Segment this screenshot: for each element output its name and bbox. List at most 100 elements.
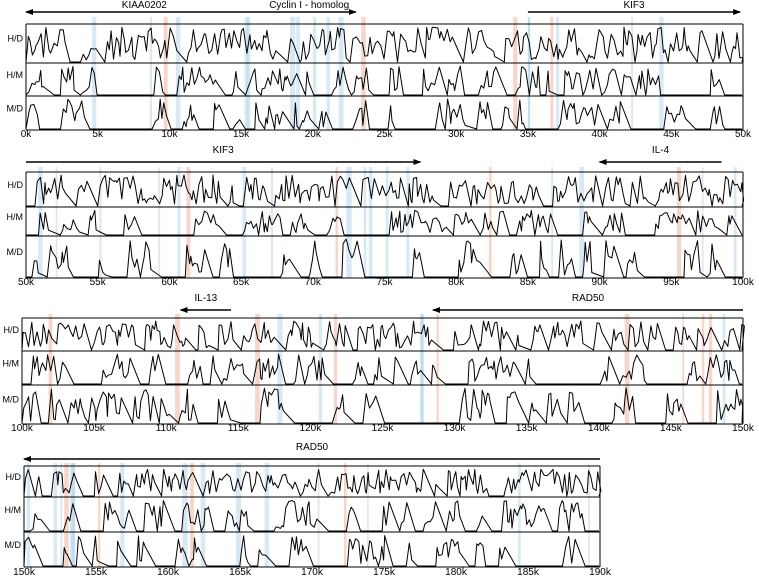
coding-exon-band [182,463,188,567]
row-label-h-d: H/D [6,472,22,482]
coding-exon-band [277,314,283,424]
utr-exon-band [361,17,366,130]
row-label-h-d: H/D [8,34,24,44]
x-tick-label: 5k [92,129,104,140]
exon-shading [38,167,737,278]
gene-label-il-4: IL-4 [652,145,670,156]
coding-exon-band [317,463,320,567]
coding-exon-band [363,167,367,278]
x-tick-label: 10k [161,129,178,140]
x-tick-label: 125k [372,423,395,434]
coding-exon-band [588,463,590,567]
trace-m-d [23,535,599,567]
x-tick-label: 175k [373,567,396,578]
panel-4: H/D H/M M/D RAD50 150k 155k 160k 165k 170k 175k 18… [5,442,612,578]
x-tick-label: 50k [18,277,35,288]
coding-exon-band [338,17,344,130]
utr-exon-band [682,314,685,424]
x-tick-label: 25k [376,129,393,140]
coding-exon-band [242,167,246,278]
trace-h-m [25,65,742,96]
coding-exon-band [296,17,300,130]
x-tick-label: 55k [90,277,107,288]
x-tick-label: 140k [588,423,611,434]
coding-exon-band [53,463,58,567]
row-label-m-d: M/D [7,103,24,113]
coding-exon-band [290,17,296,130]
x-tick-label: 100k [11,423,34,434]
row-label-h-d: H/D [4,325,20,335]
x-tick-label: 60k [161,277,178,288]
utr-exon-band [190,463,194,567]
coding-exon-band [175,17,181,130]
coding-exon-band [270,167,274,278]
coding-exon-band [158,167,161,278]
coding-exon-band [367,463,369,567]
coding-exon-band [518,463,521,567]
trace-h-d [21,320,745,351]
trace-m-d [21,387,744,424]
coding-exon-band [326,17,330,130]
trace-m-d [26,238,742,278]
x-tick-label: 75k [376,277,393,288]
trace-h-m [24,500,599,532]
row-label-m-d: M/D [3,395,20,405]
utr-exon-band [624,314,630,424]
x-tick-label: 20k [305,129,322,140]
row-label-h-d: H/D [8,180,24,190]
coding-exon-band [313,17,317,130]
row-label-h-m: H/M [5,505,22,515]
trace-m-d [25,98,742,130]
utr-exon-band [163,17,168,130]
x-tick-label: 50k [735,129,752,140]
coding-exon-band [99,167,102,278]
utr-exon-band [98,463,101,567]
row-label-m-d: M/D [5,540,22,550]
coding-exon-band [659,17,664,130]
x-tick-label: 120k [300,423,323,434]
x-tick-label: 150k [732,423,755,434]
x-tick-label: 85k [520,277,537,288]
utr-exon-band [333,314,338,424]
coding-exon-band [200,463,206,567]
x-tick-label: 95k [663,277,680,288]
x-tick-label: 110k [156,423,178,434]
coding-exon-band [55,167,58,278]
coding-exon-band [244,17,249,130]
x-tick-label: 40k [592,129,609,140]
coding-exon-band [120,463,125,567]
coding-exon-band [556,17,560,130]
x-tick-label: 65k [233,277,250,288]
trace-h-m [22,353,742,385]
utr-exon-band [677,167,682,278]
x-tick-label: 155k [85,567,108,578]
x-tick-label: 45k [663,129,680,140]
coding-exon-band [69,463,76,567]
gene-label-rad50: RAD50 [296,442,329,453]
gene-label-kif3: KIF3 [623,0,645,11]
utr-exon-band [64,463,69,567]
x-tick-label: 30k [448,129,465,140]
coding-exon-band [38,167,43,278]
x-tick-label: 100k [732,277,755,288]
utr-exon-band [702,314,705,424]
panel-2: H/D H/M M/D KIF3 IL-4 50k 55k 60k 65k 70k 75k 80k 85… [7,145,755,288]
x-tick-label: 15k [233,129,250,140]
utr-exon-band [255,314,260,424]
row-label-m-d: M/D [7,247,24,257]
x-tick-label: 35k [520,129,537,140]
coding-exon-band [26,463,31,567]
x-tick-label: 185k [517,567,540,578]
row-label-h-m: H/M [3,358,20,368]
trace-h-d [23,468,602,497]
x-tick-label: 170k [301,567,324,578]
x-tick-label: 80k [448,277,465,288]
x-tick-label: 70k [305,277,322,288]
utr-exon-band [708,314,713,424]
coding-exon-band [579,167,585,278]
utr-exon-band [550,17,554,130]
coding-exon-band [701,167,704,278]
x-tick-label: 0k [21,129,33,140]
utr-exon-band [186,167,191,278]
x-tick-label: 135k [516,423,539,434]
